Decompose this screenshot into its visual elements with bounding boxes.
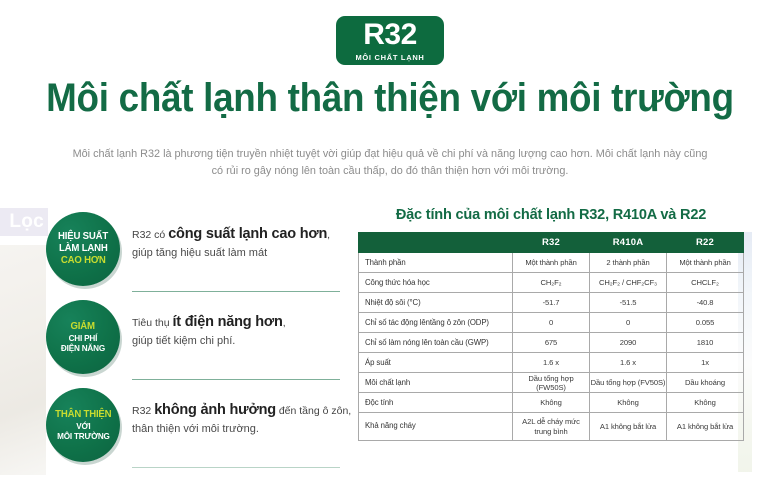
table-cell-value: Một thành phần (512, 252, 590, 273)
badge-line-1: GIẢM (70, 321, 96, 333)
table-title: Đặc tính của môi chất lạnh R32, R410A và… (395, 206, 707, 223)
table-cell-value: Dầu khoáng (666, 372, 744, 393)
table-cell-value: 675 (512, 332, 590, 353)
table-cell-value: Không (512, 392, 590, 413)
badge-line-2: LÀM LẠNH (58, 243, 108, 255)
feature-text-line2: giúp tăng hiệu suất làm mát (132, 247, 268, 260)
feature-text-prefix: R32 (132, 405, 155, 417)
table-cell-label: Áp suất (358, 352, 513, 373)
feature-text-suffix: đến tầng ô zôn, (275, 405, 352, 417)
table-cell-value: Dầu tổng hợp (FW50S) (512, 372, 590, 393)
feature-item-energy-saving: GIẢM CHI PHÍ ĐIỆN NĂNG Tiêu thụ ít điện … (46, 300, 346, 380)
feature-divider (132, 378, 340, 380)
badge-energy-saving: GIẢM CHI PHÍ ĐIỆN NĂNG (46, 300, 120, 374)
table-cell-value: 0 (589, 312, 667, 333)
table-header-row: R32 R410A R22 (358, 232, 744, 253)
badge-line-2: CHI PHÍ (68, 332, 98, 343)
feature-text-energy-saving: Tiêu thụ ít điện năng hơn, giúp tiết kiệ… (132, 312, 346, 350)
table-cell-value: 1.6 x (589, 352, 667, 373)
background-photo-left (0, 245, 46, 475)
table-cell-label: Nhiệt độ sôi (°C) (358, 292, 513, 313)
table-cell-value: Không (589, 392, 667, 413)
table-cell-value: 1x (666, 352, 744, 373)
table-cell-value: 1810 (666, 332, 744, 353)
table-row: Khả năng cháy A2L dễ cháy mức trung bình A… (358, 412, 744, 441)
feature-list: HIỆU SUẤT LÀM LẠNH CAO HƠN R32 có công s… (46, 212, 351, 468)
feature-divider (132, 290, 340, 292)
table-cell-value: CH₂F₂ (512, 272, 590, 293)
badge-cooling-efficiency: HIỆU SUẤT LÀM LẠNH CAO HƠN (46, 212, 120, 286)
logo-title: R32 (363, 18, 417, 51)
table-cell-value: CH₂F₂ / CHF₂CF₃ (589, 272, 667, 293)
feature-text-suffix: , (282, 317, 286, 329)
feature-text-line2: giúp tiết kiệm chi phí. (132, 335, 236, 348)
feature-text-line2: thân thiện với môi trường. (132, 423, 259, 436)
logo-container: R32 MÔI CHẤT LẠNH (0, 16, 780, 65)
table-row: Độc tính Không Không Không (358, 392, 744, 413)
feature-text-suffix: , (327, 229, 331, 241)
table-cell-value: A1 không bắt lửa (589, 412, 667, 441)
table-cell-value: 0.055 (666, 312, 744, 333)
table-body: Thành phần Một thành phần 2 thành phần Một … (358, 252, 744, 441)
feature-item-cooling-efficiency: HIỆU SUẤT LÀM LẠNH CAO HƠN R32 có công s… (46, 212, 346, 292)
r32-logo: R32 MÔI CHẤT LẠNH (336, 16, 444, 65)
table-row: Môi chất lạnh Dầu tổng hợp (FW50S) Dầu tổn… (358, 372, 744, 393)
table-cell-value: CHCLF₂ (666, 272, 744, 293)
table-header-r410a: R410A (589, 232, 667, 253)
badge-line-1: THÂN THIỆN (54, 409, 112, 421)
badge-line-2: VỚI (75, 420, 91, 431)
feature-item-eco-friendly: THÂN THIỆN VỚI MÔI TRƯỜNG R32 không ảnh … (46, 388, 351, 468)
table-cell-value: Một thành phần (666, 252, 744, 273)
table-row: Thành phần Một thành phần 2 thành phần Một … (358, 252, 744, 273)
badge-line-1: HIỆU SUẤT (57, 231, 109, 243)
table-cell-value: -40.8 (666, 292, 744, 313)
table-cell-value: A1 không bắt lửa (666, 412, 744, 441)
feature-text-bold: không ảnh hưởng (154, 402, 276, 418)
feature-text-bold: ít điện năng hơn (172, 314, 283, 330)
table-cell-value: -51.5 (589, 292, 667, 313)
badge-line-3: ĐIỆN NĂNG (60, 342, 106, 353)
logo-subtitle: MÔI CHẤT LẠNH (355, 53, 425, 62)
feature-text-bold: công suất lạnh cao hơn (168, 226, 328, 242)
table-header-r32: R32 (512, 232, 590, 253)
table-header-r22: R22 (666, 232, 744, 253)
table-cell-value: A2L dễ cháy mức trung bình (512, 412, 590, 441)
table-header-blank (358, 232, 513, 253)
refrigerant-comparison-table: R32 R410A R22 Thành phần Một thành phần 2 … (358, 232, 744, 441)
table-cell-value: 2 thành phần (589, 252, 667, 273)
feature-text-prefix: R32 có (132, 229, 169, 241)
feature-divider (132, 466, 340, 468)
table-cell-label: Chỉ số làm nóng lên toàn cầu (GWP) (358, 332, 513, 353)
badge-line-3: MÔI TRƯỜNG (56, 430, 110, 441)
feature-text-cooling-efficiency: R32 có công suất lạnh cao hơn, giúp tăng… (132, 224, 346, 262)
table-cell-value: -51.7 (512, 292, 590, 313)
badge-eco-friendly: THÂN THIỆN VỚI MÔI TRƯỜNG (46, 388, 120, 462)
table-row: Chỉ số tác động lêntầng ô zôn (ODP) 0 0 0.0… (358, 312, 744, 333)
table-cell-value: 0 (512, 312, 590, 333)
feature-text-prefix: Tiêu thụ (132, 317, 173, 329)
table-cell-label: Độc tính (358, 392, 513, 413)
badge-line-3: CAO HƠN (60, 254, 106, 266)
feature-text-eco-friendly: R32 không ảnh hưởng đến tầng ô zôn, thân… (132, 400, 351, 438)
loc-overlay-chip: Lọc (0, 208, 48, 236)
table-cell-value: Dầu tổng hợp (FV50S) (589, 372, 667, 393)
table-cell-label: Môi chất lạnh (358, 372, 513, 393)
table-row: Công thức hóa học CH₂F₂ CH₂F₂ / CHF₂CF₃ CHC… (358, 272, 744, 293)
table-head: R32 R410A R22 (358, 232, 744, 253)
table-cell-label: Khả năng cháy (358, 412, 513, 441)
comparison-panel: Đặc tính của môi chất lạnh R32, R410A và… (358, 206, 744, 441)
table-cell-label: Chỉ số tác động lêntầng ô zôn (ODP) (358, 312, 513, 333)
table-cell-label: Thành phần (358, 252, 513, 273)
loc-overlay-label: Lọc (9, 211, 44, 232)
table-row: Nhiệt độ sôi (°C) -51.7 -51.5 -40.8 (358, 292, 744, 313)
page-title: Môi chất lạnh thân thiện với môi trường (46, 76, 734, 120)
table-cell-value: 1.6 x (512, 352, 590, 373)
table-cell-label: Công thức hóa học (358, 272, 513, 293)
table-cell-value: 2090 (589, 332, 667, 353)
intro-paragraph: Môi chất lạnh R32 là phương tiện truyền … (72, 148, 708, 178)
table-cell-value: Không (666, 392, 744, 413)
table-row: Áp suất 1.6 x 1.6 x 1x (358, 352, 744, 373)
table-row: Chỉ số làm nóng lên toàn cầu (GWP) 675 209… (358, 332, 744, 353)
